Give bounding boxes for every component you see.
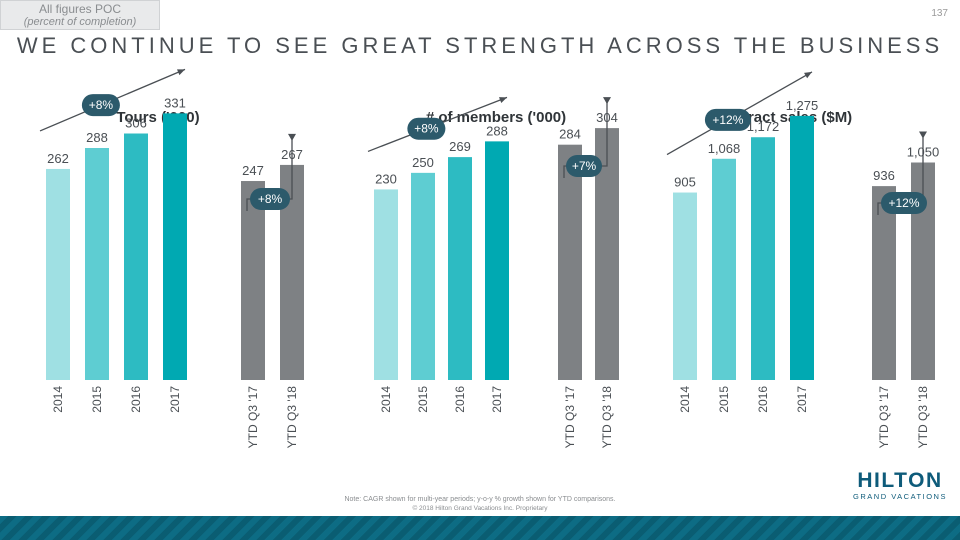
category-label: YTD Q3 '18 [285, 386, 299, 449]
cagr-arrowhead [177, 69, 185, 76]
bar [374, 189, 398, 380]
yoy-arrowhead [919, 131, 927, 139]
category-label: YTD Q3 '18 [600, 386, 614, 449]
category-label: 2014 [379, 386, 393, 413]
category-label: 2017 [168, 386, 182, 413]
bar [241, 181, 265, 380]
cagr-badge [81, 94, 120, 117]
cagr-badge [407, 117, 446, 140]
data-label: 1,275 [786, 98, 819, 113]
yoy-badge-label: +7% [572, 159, 597, 173]
bar [124, 133, 148, 380]
yoy-badge-label: +8% [258, 192, 283, 206]
chart-title: # of members ('000) [426, 109, 566, 126]
category-label: 2015 [90, 386, 104, 413]
category-label: 2016 [756, 386, 770, 413]
category-label: YTD Q3 '17 [246, 386, 260, 449]
logo-sub-text: GRAND VACATIONS [853, 492, 947, 501]
cagr-badge-label: +12% [712, 113, 743, 127]
cagr-arrowhead [804, 71, 812, 79]
hilton-grand-vacations-logo: HILTON GRAND VACATIONS [850, 469, 950, 502]
yoy-badge [250, 188, 290, 210]
cagr-badge-label: +8% [89, 98, 114, 112]
cagr-arrowhead [499, 97, 507, 103]
footnote-copyright: © 2018 Hilton Grand Vacations Inc. Propr… [412, 505, 548, 512]
data-label: 247 [242, 163, 264, 178]
data-label: 306 [125, 116, 147, 131]
bar [411, 172, 435, 380]
data-label: 331 [164, 95, 186, 110]
yoy-badge-label: +12% [888, 196, 919, 210]
bar [751, 137, 775, 380]
category-label: YTD Q3 '17 [877, 386, 891, 449]
footer-band [0, 516, 960, 540]
page-number: 137 [931, 8, 948, 19]
bar [46, 168, 70, 380]
poc-note-line2: (percent of completion) [23, 16, 137, 28]
poc-note-line1: All figures POC [38, 2, 122, 16]
category-label: 2014 [51, 386, 65, 413]
data-label: 262 [47, 151, 69, 166]
logo-main-text: HILTON [857, 469, 943, 492]
bar [485, 141, 509, 380]
category-label: 2017 [490, 386, 504, 413]
category-label: YTD Q3 '17 [563, 386, 577, 449]
cagr-badge-label: +8% [414, 122, 439, 136]
data-label: 288 [486, 123, 508, 138]
data-label: 905 [674, 175, 696, 190]
data-label: 230 [375, 171, 397, 186]
category-label: 2016 [453, 386, 467, 413]
bar [673, 192, 697, 380]
category-label: 2016 [129, 386, 143, 413]
data-label: 250 [412, 155, 434, 170]
category-label: YTD Q3 '18 [916, 386, 930, 449]
data-label: 936 [873, 168, 895, 183]
category-label: 2015 [717, 386, 731, 413]
data-label: 288 [86, 130, 108, 145]
cagr-badge [704, 108, 751, 131]
bar [163, 113, 187, 380]
data-label: 1,068 [708, 141, 741, 156]
bar [790, 115, 814, 381]
bar [85, 148, 109, 380]
yoy-badge [881, 192, 927, 214]
data-label: 1,172 [747, 119, 780, 134]
bar [872, 186, 896, 380]
page-title: WE CONTINUE TO SEE GREAT STRENGTH ACROSS… [16, 33, 944, 58]
poc-note: All figures POC (percent of completion) [0, 0, 160, 30]
category-label: 2017 [795, 386, 809, 413]
bar [712, 158, 736, 380]
footnote-note: Note: CAGR shown for multi-year periods;… [344, 496, 616, 503]
category-label: 2015 [416, 386, 430, 413]
yoy-arrowhead [603, 97, 611, 105]
category-label: 2014 [678, 386, 692, 413]
data-label: 269 [449, 139, 471, 154]
bar [448, 157, 472, 380]
data-label: 284 [559, 127, 581, 142]
yoy-arrowhead [288, 133, 296, 141]
bar [558, 144, 582, 380]
yoy-badge [566, 155, 602, 177]
